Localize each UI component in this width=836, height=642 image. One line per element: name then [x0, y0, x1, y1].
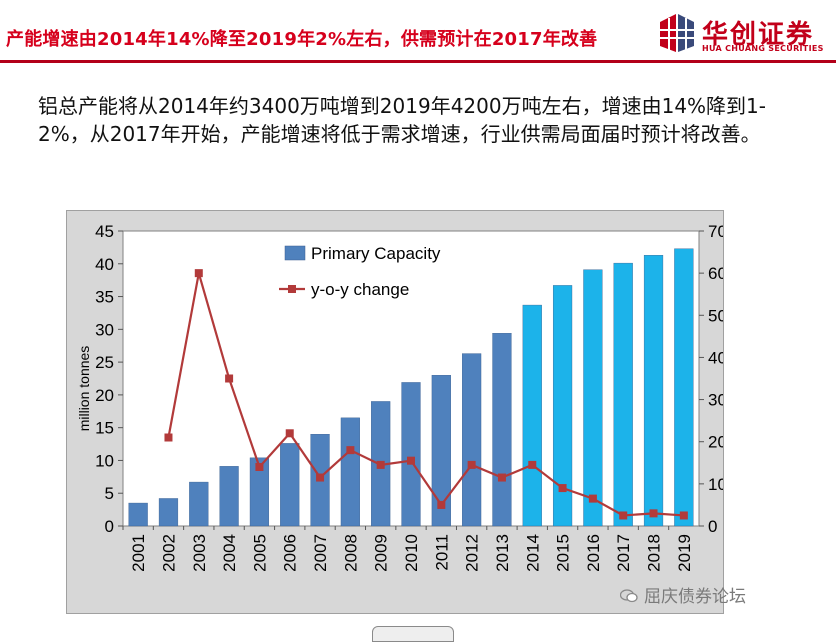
yoy-marker [285, 429, 294, 438]
legend-line-label: y-o-y change [311, 280, 409, 299]
x-tick-label: 2012 [463, 534, 482, 572]
x-tick-label: 2013 [493, 534, 512, 572]
y2-tick-label: 50 [708, 306, 723, 325]
y-tick-label: 5 [105, 484, 114, 503]
capacity-bar [249, 457, 270, 527]
capacity-bar [613, 262, 633, 527]
yoy-marker [437, 500, 446, 509]
y2-tick-label: 60 [708, 264, 723, 283]
capacity-bar [522, 304, 542, 527]
yoy-marker [316, 473, 325, 482]
capacity-bar [462, 353, 482, 527]
capacity-bar [552, 285, 573, 527]
x-tick-label: 2014 [523, 534, 542, 572]
capacity-bar [431, 375, 451, 527]
y-tick-label: 35 [95, 288, 114, 307]
capacity-bar [643, 255, 664, 527]
yoy-marker [588, 494, 597, 503]
yoy-marker [649, 509, 658, 518]
yoy-marker [225, 374, 234, 383]
yoy-marker [255, 463, 264, 471]
bottom-tab[interactable] [372, 626, 454, 642]
watermark: 屈庆债券论坛 [620, 582, 746, 607]
x-tick-label: 2011 [432, 534, 451, 571]
x-tick-label: 2007 [311, 534, 330, 572]
x-tick-label: 2009 [372, 534, 391, 572]
capacity-bar [189, 481, 209, 527]
legend-bar-swatch [284, 245, 306, 261]
y-tick-label: 0 [105, 517, 114, 536]
x-tick-label: 2005 [250, 534, 269, 572]
capacity-bar [674, 248, 694, 527]
x-tick-label: 2001 [129, 534, 148, 572]
y-tick-label: 30 [95, 320, 114, 339]
capacity-bar [583, 269, 603, 527]
yoy-marker [346, 446, 355, 455]
wechat-icon [620, 589, 638, 603]
x-tick-label: 2019 [675, 534, 694, 572]
y2-tick-label: 0 [708, 517, 717, 536]
yoy-marker [679, 511, 688, 520]
header-divider [0, 60, 836, 63]
y-tick-label: 20 [95, 386, 114, 405]
capacity-bar [340, 417, 360, 527]
logo-mark-icon [660, 14, 694, 52]
y-tick-label: 15 [95, 419, 114, 438]
yoy-marker [164, 433, 173, 442]
page-header: 产能增速由2014年14%降至2019年2%左右，供需预计在2017年改善 华创… [0, 0, 836, 70]
y-tick-label: 40 [95, 255, 114, 274]
yoy-line [167, 272, 684, 517]
y-tick-label: 25 [95, 353, 114, 372]
watermark-text: 屈庆债券论坛 [644, 587, 746, 607]
logo-text-cn: 华创证券 [702, 20, 815, 50]
yoy-marker [558, 484, 567, 493]
x-tick-label: 2003 [190, 534, 209, 572]
y-tick-label: 45 [95, 222, 114, 241]
x-tick-label: 2004 [220, 534, 239, 572]
y-axis-label: million tonnes [76, 346, 92, 432]
y2-tick-label: 70 [708, 222, 723, 241]
x-tick-label: 2010 [402, 534, 421, 572]
y-tick-label: 10 [95, 451, 114, 470]
x-tick-label: 2006 [281, 534, 300, 572]
yoy-marker [194, 269, 203, 278]
x-tick-label: 2017 [614, 534, 633, 572]
brand-logo: 华创证券 HUA CHUANG SECURITIES [656, 12, 832, 56]
capacity-bar [492, 333, 512, 527]
x-tick-label: 2015 [554, 534, 573, 572]
capacity-bar [158, 498, 179, 527]
logo-text-en: HUA CHUANG SECURITIES [702, 44, 824, 53]
x-tick-label: 2016 [584, 534, 603, 572]
x-tick-label: 2008 [341, 534, 360, 572]
y2-tick-label: 30 [708, 391, 723, 410]
yoy-marker [497, 473, 506, 482]
summary-paragraph: 铝总产能将从2014年约3400万吨增到2019年4200万吨左右，增速由14%… [38, 94, 766, 146]
y2-tick-label: 40 [708, 348, 723, 367]
yoy-marker [376, 460, 385, 469]
capacity-bar [280, 443, 300, 527]
capacity-chart: 0 5 10 15 20 25 30 35 40 45 0 10 20 30 40 50 60 70 million… [76, 222, 723, 572]
page-title: 产能增速由2014年14%降至2019年2%左右，供需预计在2017年改善 [6, 29, 598, 50]
legend-line-marker [288, 285, 296, 293]
chart-container: 0 5 10 15 20 25 30 35 40 45 0 10 20 30 40 50 60 70 million… [66, 210, 724, 614]
capacity-bar [401, 382, 421, 527]
yoy-marker [528, 460, 537, 469]
yoy-marker [407, 456, 415, 465]
legend-bar-label: Primary Capacity [311, 244, 441, 263]
x-tick-label: 2018 [645, 534, 664, 572]
capacity-bar [219, 466, 239, 527]
capacity-bar [128, 502, 148, 527]
yoy-marker [619, 511, 628, 520]
y2-tick-label: 10 [708, 475, 723, 494]
yoy-marker [467, 460, 476, 469]
x-tick-label: 2002 [159, 534, 178, 572]
y2-tick-label: 20 [708, 433, 723, 452]
